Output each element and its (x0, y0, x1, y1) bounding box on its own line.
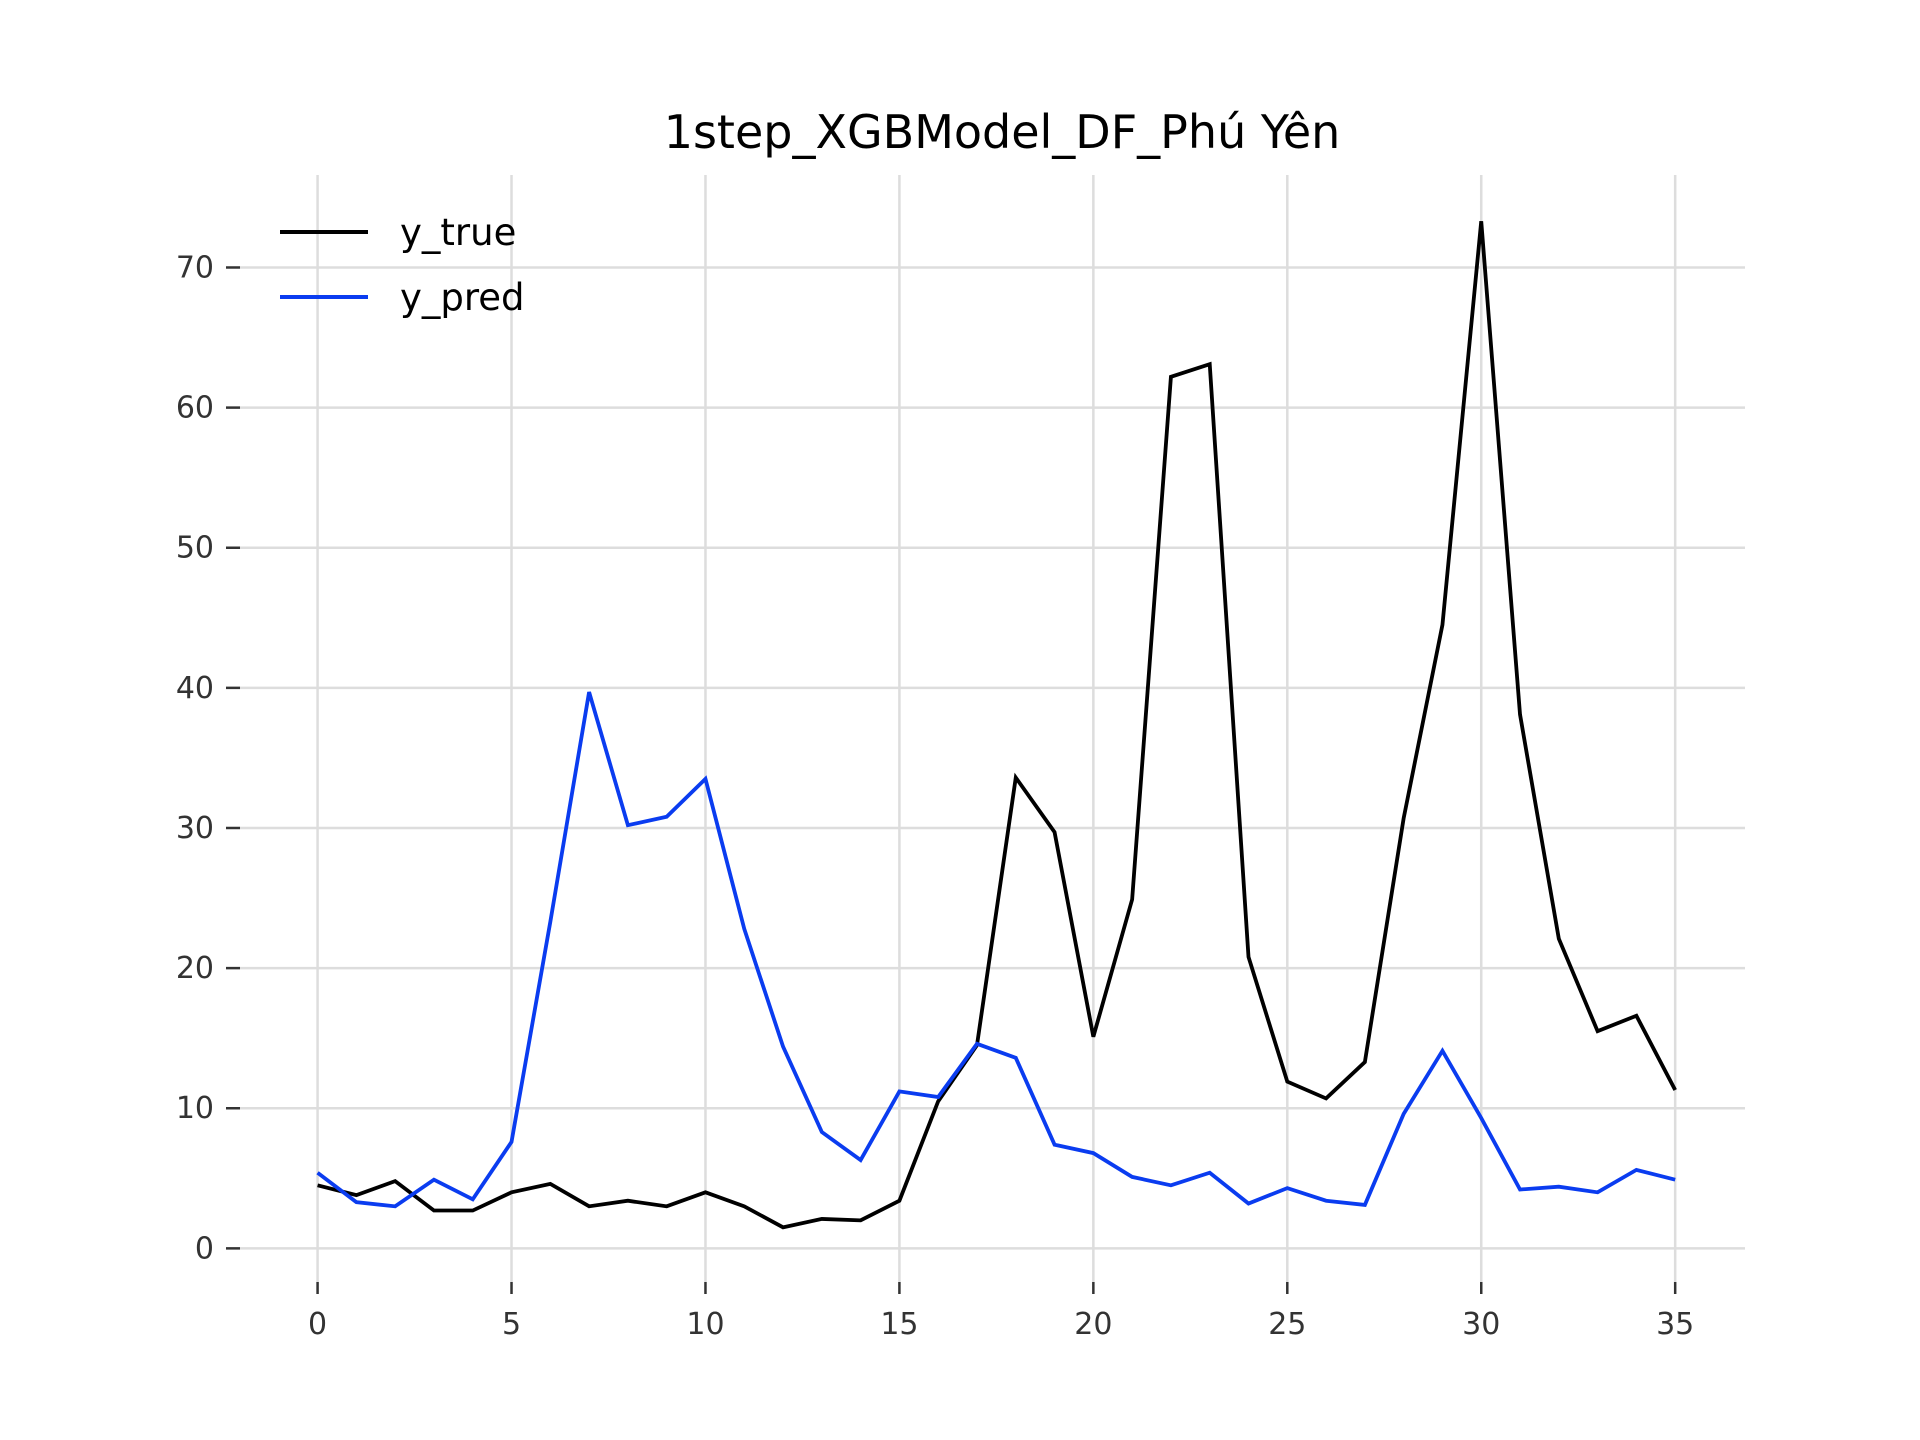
x-tick-label: 20 (1074, 1307, 1112, 1342)
x-tick-label: 15 (880, 1307, 918, 1342)
chart-title: 1step_XGBModel_DF_Phú Yên (664, 105, 1341, 159)
y-tick-label: 40 (176, 671, 214, 706)
legend-label-y_pred: y_pred (400, 276, 525, 319)
series-line-y_true (317, 221, 1677, 1230)
y-tick-label: 70 (176, 250, 214, 285)
y-tick-label: 0 (195, 1231, 214, 1266)
y-tick-label: 60 (176, 391, 214, 426)
y-tick-label: 50 (176, 531, 214, 566)
y-tick-label: 30 (176, 811, 214, 846)
legend-label-y_true: y_true (400, 211, 516, 254)
legend: y_true y_pred (280, 211, 525, 319)
y-tick-label: 10 (176, 1091, 214, 1126)
x-tick-label: 0 (308, 1307, 327, 1342)
axis-ticks: 0 5 10 15 20 25 30 35 0 10 20 30 40 50 60 70 (176, 250, 1694, 1342)
series-lines (316, 221, 1677, 1230)
x-tick-label: 35 (1656, 1307, 1694, 1342)
x-tick-label: 25 (1268, 1307, 1306, 1342)
grid (240, 175, 1745, 1282)
series-line-y_pred (316, 691, 1676, 1209)
x-tick-label: 5 (502, 1307, 521, 1342)
x-tick-label: 30 (1462, 1307, 1500, 1342)
y-tick-label: 20 (176, 951, 214, 986)
x-tick-label: 10 (686, 1307, 724, 1342)
